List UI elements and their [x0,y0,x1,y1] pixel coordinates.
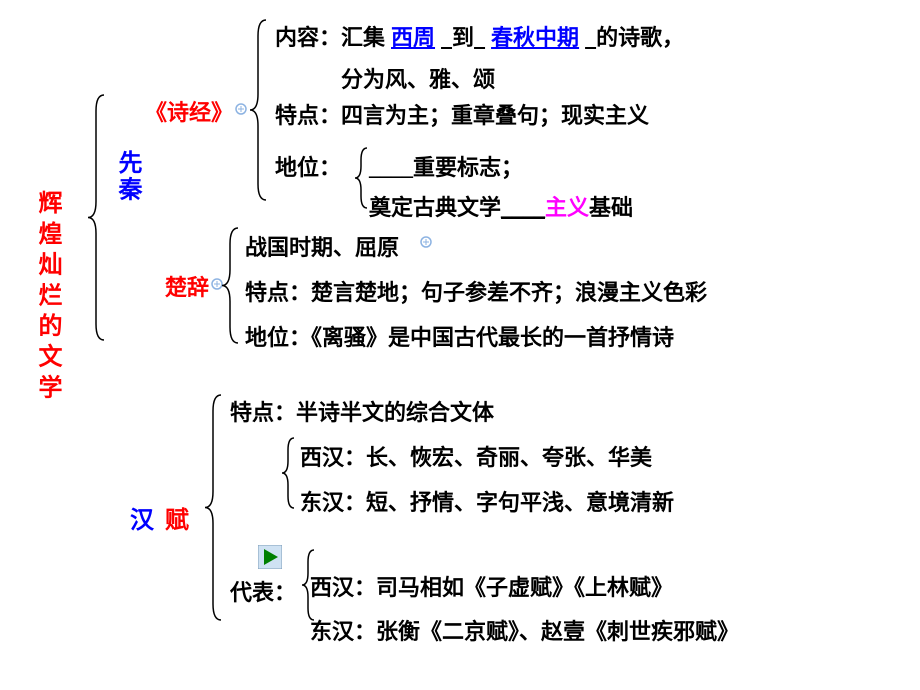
fu-feature: 特点：半诗半文的综合文体 [230,395,494,427]
brace [250,20,270,200]
pre-qin-label: 先秦 [110,150,145,203]
brace [88,95,108,340]
chuci-feature: 特点：楚言楚地；句子参差不齐；浪漫主义色彩 [245,275,707,307]
pre-qin-text: 先秦 [114,150,140,203]
chuci-text: 楚辞 [165,275,209,300]
fu-label: 赋 [165,500,189,535]
brace [302,550,318,620]
shijing-label: 《诗经》 [145,95,233,127]
shijing-feature-text: 特点：四言为主；重章叠句；现实主义 [275,103,649,128]
action-icon-2[interactable] [420,236,432,248]
main-title: 辉煌灿烂的文学 [30,190,65,405]
fu-xihan: 西汉：长、恢宏、奇丽、夸张、华美 [300,440,652,472]
shijing-content: 内容：汇集西周 到 春秋中期 的诗歌，分为风、雅、颂 [275,20,684,94]
brace [282,438,298,508]
fu-xihan-text: 西汉：长、恢宏、奇丽、夸张、华美 [300,445,652,470]
han-label: 汉 [130,500,154,535]
shijing-feature: 特点：四言为主；重章叠句；现实主义 [275,98,649,130]
play-button[interactable] [258,545,282,569]
fu-donghan-text: 东汉：短、抒情、字句平浅、意境清新 [300,490,674,515]
shijing-text: 《诗经》 [145,100,233,125]
chuci-origin-text: 战国时期、屈原 [245,235,399,260]
brace [222,228,242,343]
shijing-status: 地位：____重要标志；奠定古典文学____主义基础 [275,150,633,222]
fu-feature-text: 特点：半诗半文的综合文体 [230,400,494,425]
brace [355,148,371,208]
han-text: 汉 [130,508,154,534]
action-icon-1[interactable] [235,103,247,115]
chuci-label: 楚辞 [165,270,209,302]
fu-text: 赋 [165,508,189,534]
fu-donghan: 东汉：短、抒情、字句平浅、意境清新 [300,485,674,517]
chuci-status: 地位：《离骚》是中国古代最长的一首抒情诗 [245,320,674,352]
chuci-feature-text: 特点：楚言楚地；句子参差不齐；浪漫主义色彩 [245,280,707,305]
brace [205,395,225,620]
main-title-text: 辉煌灿烂的文学 [34,190,60,405]
chuci-status-text: 地位：《离骚》是中国古代最长的一首抒情诗 [245,325,674,350]
chuci-origin: 战国时期、屈原 [245,230,399,262]
